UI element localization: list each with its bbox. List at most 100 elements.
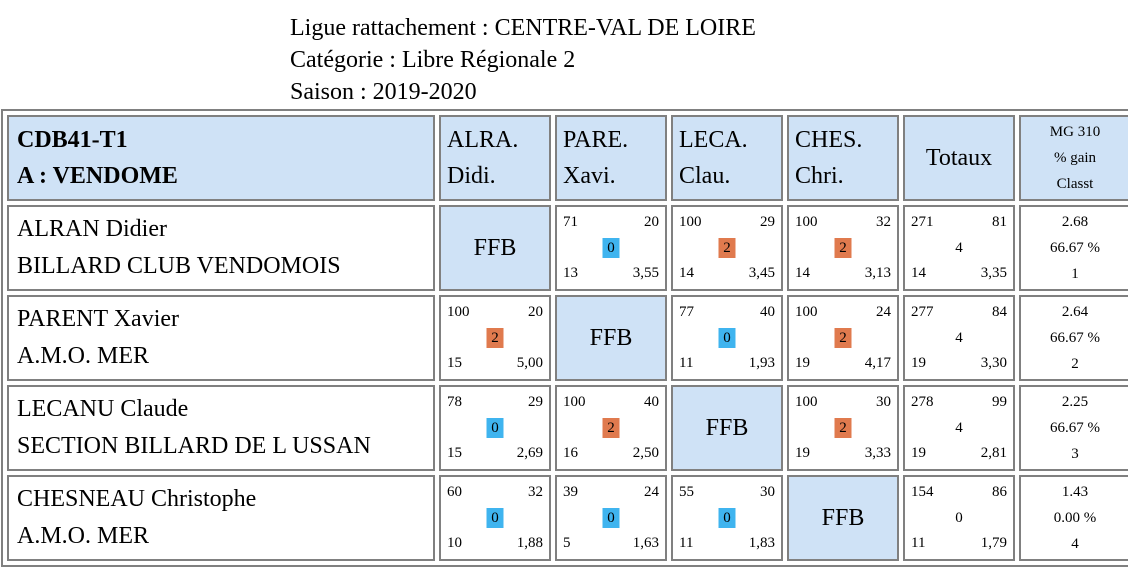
season-line: Saison : 2019-2020 <box>290 79 477 105</box>
score-top-right: 29 <box>760 214 775 230</box>
score-bottom-right: 1,88 <box>516 535 543 551</box>
mg-value: 2.25 <box>1061 394 1089 410</box>
score-top-left: 78 <box>447 394 462 410</box>
gain-percent: 66.67 % <box>1050 420 1100 436</box>
ffb-cell: FFB <box>439 205 551 291</box>
points-badge: 4 <box>955 240 963 256</box>
points-badge: 2 <box>486 328 504 348</box>
opponent-first: Xavi. <box>563 163 616 189</box>
points-badge: 4 <box>955 420 963 436</box>
player-cell: PARENT Xavier A.M.O. MER <box>7 295 435 381</box>
mg-cell: 1.43 0.00 % 4 <box>1019 475 1128 561</box>
player-name: ALRAN Didier <box>17 216 167 242</box>
score-top-left: 277 <box>911 304 934 320</box>
ffb-cell: FFB <box>555 295 667 381</box>
match-cell: 39 24 5 1,63 0 <box>555 475 667 561</box>
match-cell: 100 40 16 2,50 2 <box>555 385 667 471</box>
player-cell: ALRAN Didier BILLARD CLUB VENDOMOIS <box>7 205 435 291</box>
score-bottom-right: 3,33 <box>864 445 891 461</box>
score-top-left: 77 <box>679 304 694 320</box>
points-badge: 0 <box>602 238 620 258</box>
opponent-header: ALRA. Didi. <box>439 115 551 201</box>
table-row: LECANU Claude SECTION BILLARD DE L USSAN 7… <box>7 385 1128 471</box>
score-bottom-left: 15 <box>447 445 462 461</box>
score-bottom-left: 5 <box>563 535 571 551</box>
score-bottom-left: 10 <box>447 535 462 551</box>
score-bottom-right: 1,83 <box>748 535 775 551</box>
points-badge: 0 <box>602 508 620 528</box>
score-bottom-right: 3,55 <box>632 265 659 281</box>
points-badge: 4 <box>955 330 963 346</box>
table-row: CHESNEAU Christophe A.M.O. MER 60 32 10 1,88 0… <box>7 475 1128 561</box>
score-top-right: 84 <box>992 304 1007 320</box>
score-bottom-right: 3,35 <box>980 265 1007 281</box>
score-top-right: 40 <box>760 304 775 320</box>
player-cell: CHESNEAU Christophe A.M.O. MER <box>7 475 435 561</box>
score-top-right: 32 <box>528 484 543 500</box>
score-bottom-right: 2,69 <box>516 445 543 461</box>
player-name: CHESNEAU Christophe <box>17 486 257 512</box>
score-top-right: 32 <box>876 214 891 230</box>
player-club: BILLARD CLUB VENDOMOIS <box>17 253 341 279</box>
mg-value: 2.68 <box>1061 214 1089 230</box>
score-bottom-right: 3,45 <box>748 265 775 281</box>
league-line: Ligue rattachement : CENTRE-VAL DE LOIRE <box>290 15 756 41</box>
score-top-left: 100 <box>795 214 818 230</box>
team-code: CDB41-T1 <box>17 127 128 153</box>
opponent-header: LECA. Clau. <box>671 115 783 201</box>
score-top-right: 24 <box>876 304 891 320</box>
score-top-right: 30 <box>876 394 891 410</box>
score-top-left: 71 <box>563 214 578 230</box>
score-bottom-left: 19 <box>911 355 926 371</box>
score-bottom-right: 2,50 <box>632 445 659 461</box>
opponent-first: Didi. <box>447 163 496 189</box>
score-top-right: 81 <box>992 214 1007 230</box>
gain-percent: 66.67 % <box>1050 330 1100 346</box>
mg-cell: 2.64 66.67 % 2 <box>1019 295 1128 381</box>
ffb-cell: FFB <box>671 385 783 471</box>
score-bottom-left: 11 <box>911 535 926 551</box>
match-cell: 100 20 15 5,00 2 <box>439 295 551 381</box>
mg-header: MG 310 % gain Classt <box>1019 115 1128 201</box>
points-badge: 0 <box>486 508 504 528</box>
points-badge: 2 <box>834 238 852 258</box>
player-club: A.M.O. MER <box>17 523 150 549</box>
gain-header-line: % gain <box>1053 150 1097 166</box>
score-bottom-left: 13 <box>563 265 578 281</box>
player-cell: LECANU Claude SECTION BILLARD DE L USSAN <box>7 385 435 471</box>
points-badge: 0 <box>955 510 963 526</box>
gain-percent: 0.00 % <box>1053 510 1097 526</box>
ffb-cell: FFB <box>787 475 899 561</box>
rank-value: 4 <box>1071 536 1079 552</box>
score-top-left: 278 <box>911 394 934 410</box>
score-bottom-right: 3,30 <box>980 355 1007 371</box>
total-cell: 278 99 19 2,81 4 <box>903 385 1015 471</box>
score-bottom-right: 1,79 <box>980 535 1007 551</box>
mg-value: 2.64 <box>1061 304 1089 320</box>
rank-value: 2 <box>1071 356 1079 372</box>
team-header-cell: CDB41-T1 A : VENDOME <box>7 115 435 201</box>
results-table: CDB41-T1 A : VENDOME ALRA. Didi. PARE. X… <box>1 109 1128 567</box>
rank-value: 3 <box>1071 446 1079 462</box>
score-top-right: 30 <box>760 484 775 500</box>
score-top-right: 20 <box>644 214 659 230</box>
score-bottom-left: 16 <box>563 445 578 461</box>
table-row: ALRAN Didier BILLARD CLUB VENDOMOIS FFB 71 2… <box>7 205 1128 291</box>
opponent-abbr: PARE. <box>563 127 629 153</box>
score-top-left: 271 <box>911 214 934 230</box>
player-club: A.M.O. MER <box>17 343 150 369</box>
score-top-left: 60 <box>447 484 462 500</box>
score-bottom-left: 19 <box>911 445 926 461</box>
player-name: PARENT Xavier <box>17 306 179 332</box>
category-line: Catégorie : Libre Régionale 2 <box>290 47 576 73</box>
player-name: LECANU Claude <box>17 396 189 422</box>
score-bottom-left: 11 <box>679 355 694 371</box>
match-cell: 100 30 19 3,33 2 <box>787 385 899 471</box>
score-bottom-left: 14 <box>795 265 810 281</box>
rank-value: 1 <box>1071 266 1079 282</box>
opponent-abbr: ALRA. <box>447 127 519 153</box>
points-badge: 2 <box>834 328 852 348</box>
score-top-left: 55 <box>679 484 694 500</box>
opponent-abbr: LECA. <box>679 127 748 153</box>
rank-header-line: Classt <box>1056 176 1094 192</box>
